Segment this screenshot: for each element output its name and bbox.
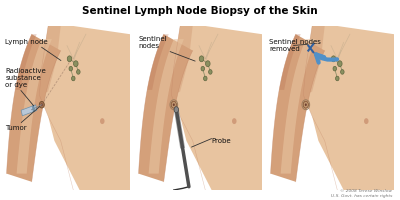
Polygon shape bbox=[32, 105, 35, 112]
Text: Tumor: Tumor bbox=[5, 125, 27, 131]
Circle shape bbox=[173, 103, 175, 106]
Polygon shape bbox=[303, 26, 394, 190]
Circle shape bbox=[336, 76, 339, 81]
Polygon shape bbox=[39, 26, 130, 190]
Text: Probe: Probe bbox=[212, 138, 231, 144]
Circle shape bbox=[364, 118, 368, 124]
Polygon shape bbox=[270, 34, 325, 182]
Circle shape bbox=[303, 101, 308, 108]
Circle shape bbox=[74, 61, 78, 67]
Circle shape bbox=[72, 76, 75, 81]
Circle shape bbox=[331, 56, 336, 62]
Circle shape bbox=[173, 103, 175, 106]
Circle shape bbox=[174, 107, 178, 113]
Circle shape bbox=[340, 70, 344, 74]
Text: © 2008 Terese Winslow
U.S. Govt. has certain rights: © 2008 Terese Winslow U.S. Govt. has cer… bbox=[331, 189, 392, 198]
Polygon shape bbox=[39, 26, 61, 95]
Circle shape bbox=[39, 101, 44, 108]
Circle shape bbox=[305, 103, 307, 106]
Circle shape bbox=[76, 70, 80, 74]
Polygon shape bbox=[337, 59, 394, 108]
Polygon shape bbox=[21, 105, 37, 116]
Text: Radioactive
substance
or dye: Radioactive substance or dye bbox=[5, 68, 46, 88]
Text: Sentinel nodes
removed: Sentinel nodes removed bbox=[269, 39, 321, 52]
Polygon shape bbox=[147, 34, 169, 90]
Polygon shape bbox=[149, 39, 184, 174]
Polygon shape bbox=[205, 59, 262, 108]
Circle shape bbox=[201, 66, 204, 71]
Text: Sentinel Lymph Node Biopsy of the Skin: Sentinel Lymph Node Biopsy of the Skin bbox=[82, 6, 318, 16]
Circle shape bbox=[171, 101, 176, 108]
Circle shape bbox=[303, 101, 308, 108]
Circle shape bbox=[171, 101, 176, 108]
Circle shape bbox=[206, 61, 210, 67]
Polygon shape bbox=[17, 39, 52, 174]
Polygon shape bbox=[171, 26, 193, 95]
Circle shape bbox=[338, 61, 342, 67]
Polygon shape bbox=[138, 34, 193, 182]
Circle shape bbox=[100, 118, 104, 124]
Polygon shape bbox=[171, 26, 262, 190]
Polygon shape bbox=[6, 34, 61, 182]
Circle shape bbox=[305, 103, 307, 106]
Polygon shape bbox=[73, 59, 130, 108]
Circle shape bbox=[208, 70, 212, 74]
Polygon shape bbox=[279, 34, 301, 90]
Polygon shape bbox=[15, 34, 37, 90]
Circle shape bbox=[204, 76, 207, 81]
Text: Lymph node: Lymph node bbox=[5, 39, 48, 45]
Circle shape bbox=[232, 118, 236, 124]
Circle shape bbox=[333, 66, 336, 71]
Circle shape bbox=[199, 56, 204, 62]
Text: Sentinel
nodes: Sentinel nodes bbox=[138, 36, 167, 49]
Polygon shape bbox=[281, 39, 316, 174]
Circle shape bbox=[41, 103, 43, 106]
Polygon shape bbox=[303, 26, 325, 95]
Circle shape bbox=[67, 56, 72, 62]
Circle shape bbox=[69, 66, 72, 71]
